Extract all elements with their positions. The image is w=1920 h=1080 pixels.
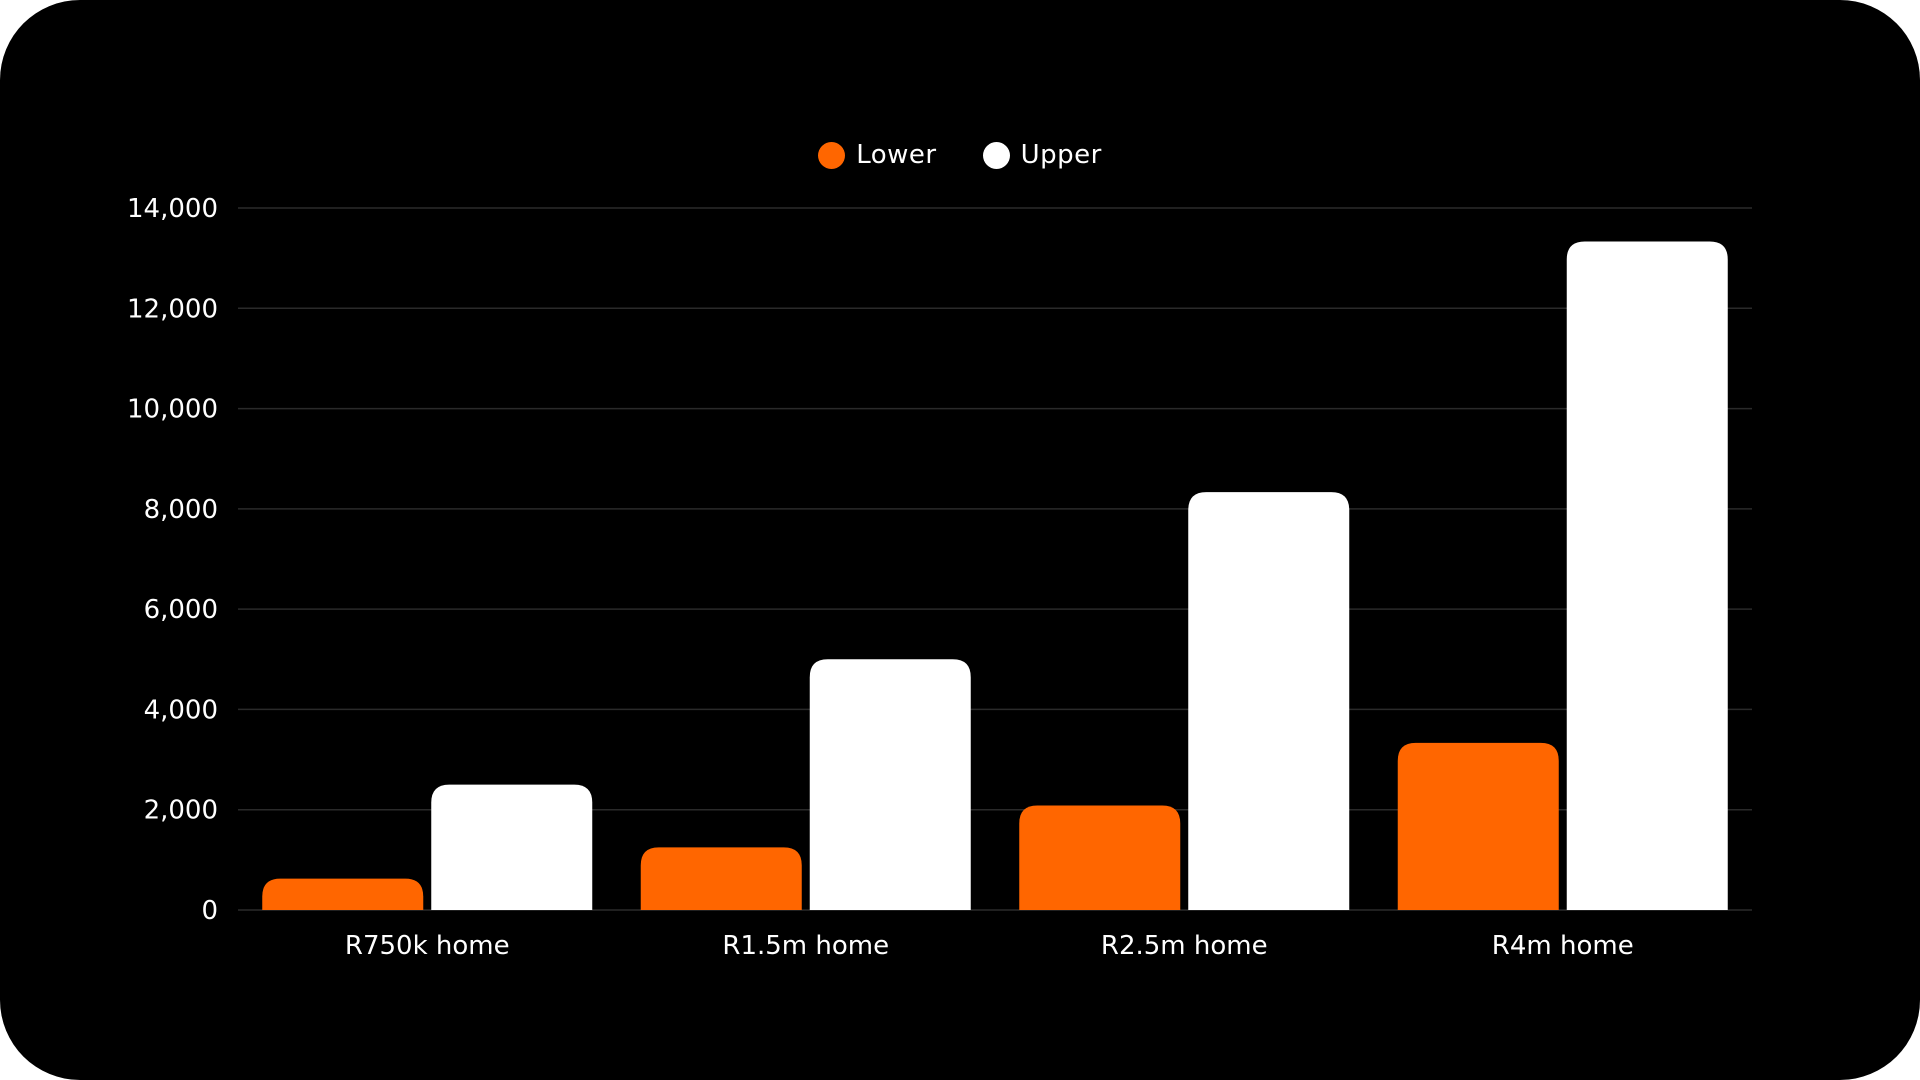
y-tick-label: 4,000 bbox=[144, 695, 218, 725]
y-tick-label: 10,000 bbox=[127, 395, 218, 425]
bar-lower-2 bbox=[640, 847, 802, 910]
legend-label-upper: Upper bbox=[1020, 140, 1102, 170]
y-tick-label: 6,000 bbox=[144, 595, 218, 625]
legend-label-lower: Lower bbox=[856, 140, 937, 170]
bar-upper-2 bbox=[809, 659, 971, 910]
x-tick-label: R4m home bbox=[1492, 931, 1634, 961]
y-tick-label: 12,000 bbox=[127, 294, 218, 324]
y-tick-label: 14,000 bbox=[127, 194, 218, 224]
bar-upper-4 bbox=[1566, 241, 1728, 910]
x-tick-label: R1.5m home bbox=[722, 931, 889, 961]
bar-lower-1 bbox=[262, 878, 424, 910]
y-tick-label: 0 bbox=[201, 896, 218, 926]
bar-lower-3 bbox=[1019, 805, 1181, 910]
legend-item-upper: Upper bbox=[982, 140, 1102, 170]
legend-item-lower: Lower bbox=[818, 140, 936, 170]
legend-swatch-upper bbox=[982, 141, 1010, 169]
x-tick-label: R2.5m home bbox=[1101, 931, 1268, 961]
y-tick-label: 2,000 bbox=[144, 796, 218, 826]
legend-swatch-lower bbox=[818, 141, 846, 169]
bar-upper-3 bbox=[1188, 492, 1350, 910]
x-tick-label: R750k home bbox=[345, 931, 510, 961]
bar-upper-1 bbox=[431, 784, 593, 910]
legend: Lower Upper bbox=[0, 140, 1920, 170]
bar-lower-4 bbox=[1397, 742, 1559, 910]
y-tick-label: 8,000 bbox=[144, 495, 218, 525]
